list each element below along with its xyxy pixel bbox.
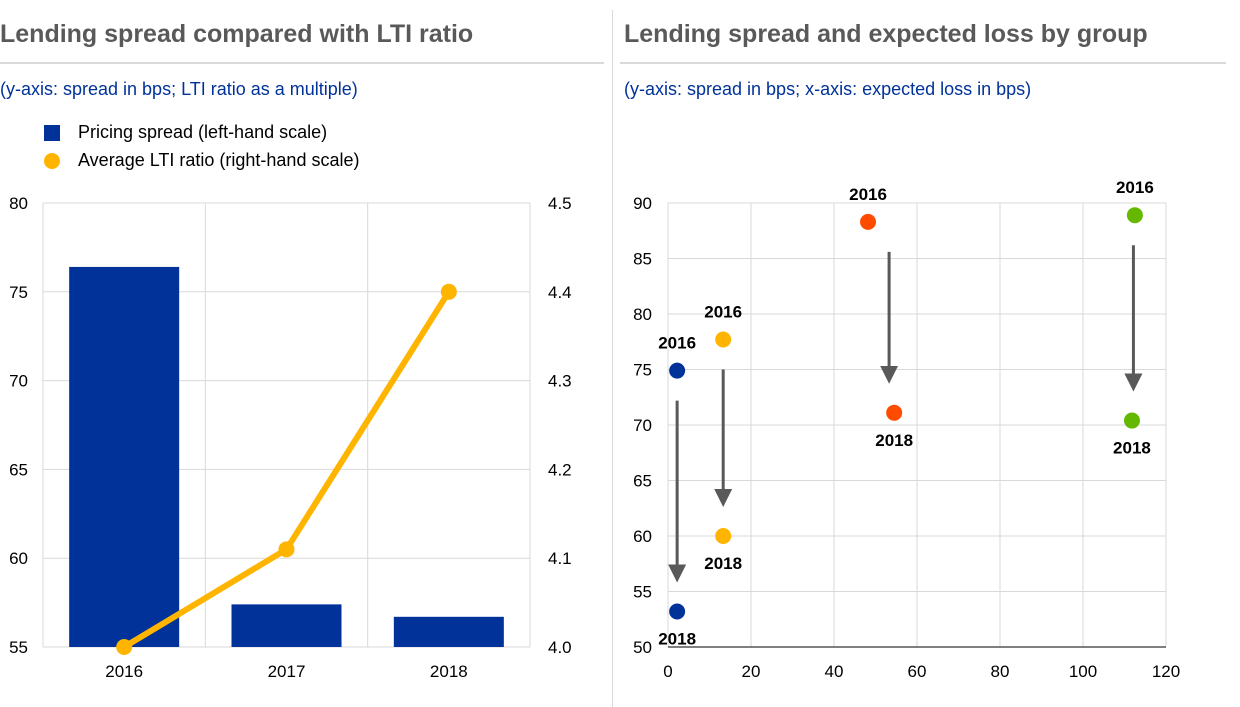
y-tick-label: 90 [633, 194, 652, 213]
scatter-point [669, 362, 686, 379]
y2-tick-label: 4.4 [548, 283, 572, 302]
scatter-point [886, 404, 903, 421]
x-tick-label: 100 [1069, 662, 1097, 681]
y-tick-label: 75 [9, 283, 28, 302]
scatter-point [669, 603, 686, 620]
scatter-point [1126, 207, 1143, 224]
x-tick-label: 80 [991, 662, 1010, 681]
left-chart-subtitle: (y-axis: spread in bps; LTI ratio as a m… [0, 79, 358, 99]
y-tick-label: 80 [9, 194, 28, 213]
right-chart-subtitle: (y-axis: spread in bps; x-axis: expected… [624, 79, 1032, 99]
y-tick-label: 75 [633, 361, 652, 380]
point-label: 2016 [849, 185, 887, 204]
panel-divider [612, 10, 613, 707]
scatter-point [860, 213, 877, 230]
y-tick-label: 70 [9, 372, 28, 391]
point-label: 2018 [875, 431, 913, 450]
y2-tick-label: 4.2 [548, 460, 572, 479]
point-label: 2018 [704, 554, 742, 573]
divider [620, 62, 1226, 64]
y-tick-label: 70 [633, 416, 652, 435]
y2-tick-label: 4.1 [548, 549, 572, 568]
y2-tick-label: 4.3 [548, 372, 572, 391]
x-tick-label: 0 [663, 662, 672, 681]
y-tick-label: 60 [633, 527, 652, 546]
x-tick-label: 2017 [268, 662, 306, 681]
legend-label: Average LTI ratio (right-hand scale) [78, 150, 360, 170]
left-chart-title: Lending spread compared with LTI ratio [0, 20, 474, 48]
scatter-point [715, 528, 732, 544]
scatter-point [1123, 412, 1140, 429]
x-tick-label: 120 [1152, 662, 1180, 681]
divider [0, 62, 604, 64]
x-tick-label: 20 [742, 662, 761, 681]
legend-circle-icon [44, 152, 60, 169]
bar-pricing-spread [69, 266, 180, 647]
y-tick-label: 80 [633, 305, 652, 324]
x-tick-label: 60 [908, 662, 927, 681]
point-lti-ratio [440, 283, 457, 300]
y-tick-label: 60 [9, 549, 28, 568]
point-lti-ratio [116, 639, 133, 655]
point-label: 2018 [658, 629, 696, 648]
point-label: 2016 [658, 334, 696, 353]
y-tick-label: 85 [633, 250, 652, 269]
legend-item-lti-ratio: Average LTI ratio (right-hand scale) [44, 150, 359, 171]
legend-label: Pricing spread (left-hand scale) [78, 122, 328, 142]
y-tick-label: 55 [9, 638, 28, 657]
y-tick-label: 55 [633, 583, 652, 602]
point-label: 2016 [1116, 178, 1154, 197]
y-tick-label: 50 [633, 638, 652, 657]
legend-item-pricing-spread: Pricing spread (left-hand scale) [44, 122, 327, 143]
legend-square-icon [44, 124, 60, 141]
point-lti-ratio [278, 541, 295, 558]
right-chart-title: Lending spread and expected loss by grou… [624, 20, 1148, 48]
x-tick-label: 2016 [105, 662, 143, 681]
y-tick-label: 65 [9, 460, 28, 479]
bar-pricing-spread [393, 616, 504, 647]
scatter-point [715, 331, 732, 348]
x-tick-label: 2018 [430, 662, 468, 681]
bar-pricing-spread [231, 604, 342, 647]
y2-tick-label: 4.5 [548, 194, 572, 213]
x-tick-label: 40 [825, 662, 844, 681]
y2-tick-label: 4.0 [548, 638, 572, 657]
point-label: 2016 [704, 303, 742, 322]
y-tick-label: 65 [633, 472, 652, 491]
point-label: 2018 [1113, 439, 1151, 458]
